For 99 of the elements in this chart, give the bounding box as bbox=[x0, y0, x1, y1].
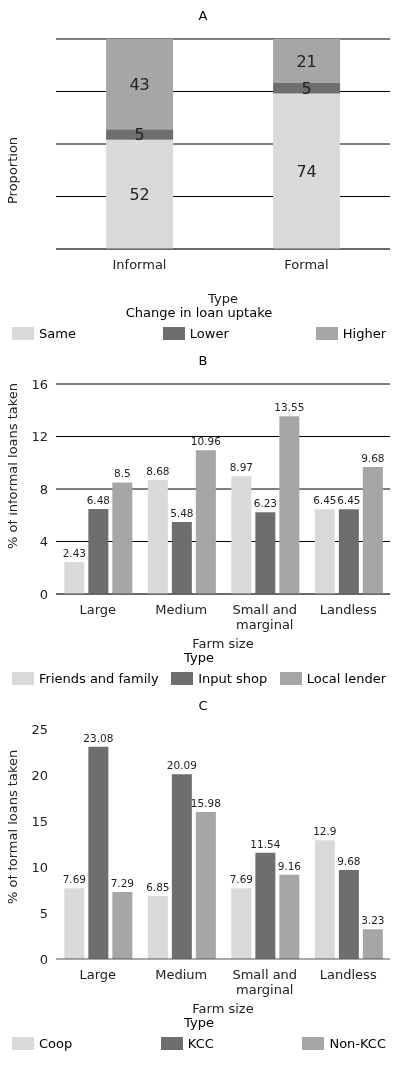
x-tick-label: Small and marginal bbox=[232, 602, 298, 632]
data-label: 7.69 bbox=[229, 873, 254, 886]
bar bbox=[106, 39, 174, 130]
x-tick-label: Medium bbox=[155, 967, 208, 982]
data-label: 7.69 bbox=[62, 873, 87, 886]
legend-title: Type bbox=[183, 1015, 215, 1030]
data-label: 52 bbox=[129, 185, 150, 205]
x-tick-label: Large bbox=[79, 967, 117, 982]
y-tick-label: 4 bbox=[39, 534, 48, 550]
bar bbox=[112, 482, 133, 594]
bar bbox=[147, 480, 168, 594]
x-axis-title: Farm size bbox=[192, 1001, 254, 1016]
bar bbox=[112, 891, 133, 959]
data-label: 3.23 bbox=[361, 914, 385, 927]
bar bbox=[171, 774, 192, 959]
data-label: 6.23 bbox=[253, 497, 278, 510]
bar bbox=[314, 509, 335, 594]
legend-label: Friends and family bbox=[38, 671, 159, 686]
data-label: 11.54 bbox=[250, 837, 281, 850]
data-label: 9.68 bbox=[361, 451, 385, 464]
legend-label: Same bbox=[38, 326, 76, 341]
data-label: 74 bbox=[296, 161, 317, 181]
data-label: 6.48 bbox=[86, 493, 111, 506]
legend-label: Non-KCC bbox=[328, 1036, 386, 1051]
x-tick-label: Landless bbox=[319, 602, 377, 617]
legend-label: Coop bbox=[38, 1036, 73, 1051]
chart-title: C bbox=[197, 698, 209, 713]
data-label: 10.96 bbox=[190, 435, 222, 448]
data-label: 5 bbox=[134, 125, 145, 145]
data-label: 13.55 bbox=[274, 401, 305, 414]
x-tick-label: Informal bbox=[112, 257, 167, 272]
data-label: 6.45 bbox=[337, 494, 361, 507]
bar bbox=[64, 888, 85, 959]
bar bbox=[231, 888, 252, 959]
bar bbox=[171, 522, 192, 594]
y-tick-label: 15 bbox=[31, 813, 48, 829]
y-tick-label: 25 bbox=[31, 721, 48, 737]
data-label: 20.09 bbox=[166, 759, 197, 772]
y-tick-label: 5 bbox=[39, 905, 48, 921]
data-label: 8.68 bbox=[146, 465, 170, 478]
y-tick-label: 12 bbox=[31, 429, 48, 445]
bar bbox=[195, 450, 216, 594]
x-tick-label: Medium bbox=[155, 602, 208, 617]
x-tick-label: Formal bbox=[284, 257, 329, 272]
y-tick-label: 10 bbox=[31, 859, 48, 875]
y-tick-label: 0 bbox=[39, 586, 48, 602]
legend-title: Change in loan uptake bbox=[124, 305, 274, 320]
legend-label: Local lender bbox=[305, 671, 386, 686]
bar bbox=[106, 129, 174, 140]
y-tick-label: 20 bbox=[31, 767, 48, 783]
data-label: 23.08 bbox=[83, 731, 114, 744]
data-label: 2.43 bbox=[62, 547, 87, 560]
data-label: 5 bbox=[301, 79, 312, 99]
data-label: 9.16 bbox=[277, 859, 302, 872]
x-axis-title: Farm size bbox=[192, 636, 254, 651]
legend-label: Lower bbox=[188, 326, 229, 341]
bar bbox=[255, 852, 276, 959]
bar bbox=[338, 509, 359, 594]
chart-title: A bbox=[197, 8, 209, 23]
bar bbox=[273, 83, 341, 94]
data-label: 8.97 bbox=[229, 461, 254, 474]
x-tick-label: Large bbox=[79, 602, 117, 617]
bar bbox=[231, 476, 252, 594]
data-label: 5.48 bbox=[170, 507, 194, 520]
data-label: 15.98 bbox=[190, 796, 221, 809]
bar bbox=[338, 869, 359, 959]
data-label: 6.85 bbox=[146, 880, 170, 893]
bar bbox=[273, 39, 341, 84]
legend-label: Higher bbox=[341, 326, 386, 341]
data-label: 43 bbox=[129, 74, 150, 94]
bar bbox=[106, 139, 174, 249]
bar bbox=[88, 508, 109, 594]
bar bbox=[64, 562, 85, 594]
bar bbox=[273, 93, 341, 249]
x-tick-label: Small and marginal bbox=[232, 967, 298, 997]
bar bbox=[88, 746, 109, 959]
legend-label: KCC bbox=[186, 1036, 214, 1051]
data-label: 8.5 bbox=[114, 467, 131, 480]
bar bbox=[362, 929, 383, 959]
data-label: 7.29 bbox=[110, 876, 135, 889]
bar bbox=[147, 895, 168, 959]
data-label: 12.9 bbox=[313, 825, 337, 838]
y-tick-label: 16 bbox=[31, 376, 48, 392]
x-axis-title: Type bbox=[207, 291, 238, 306]
bar bbox=[314, 840, 335, 959]
chart-title: B bbox=[197, 353, 209, 368]
bar bbox=[279, 874, 300, 959]
bar bbox=[279, 416, 300, 594]
data-label: 9.68 bbox=[337, 854, 361, 867]
bar bbox=[255, 512, 276, 594]
data-label: 21 bbox=[296, 51, 317, 71]
legend-title: Type bbox=[183, 650, 215, 665]
y-tick-label: 8 bbox=[39, 481, 48, 497]
x-tick-label: Landless bbox=[319, 967, 377, 982]
legend-label: Input shop bbox=[197, 671, 268, 686]
y-tick-label: 0 bbox=[39, 951, 48, 967]
bar bbox=[195, 811, 216, 959]
data-label: 6.45 bbox=[313, 494, 337, 507]
bar bbox=[362, 466, 383, 594]
